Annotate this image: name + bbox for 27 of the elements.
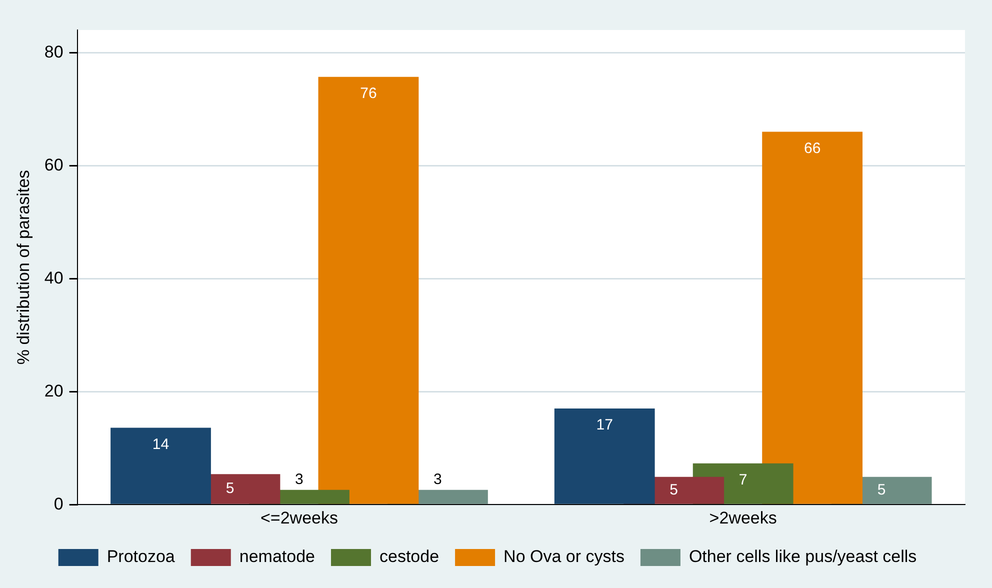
y-tick-label: 80: [44, 42, 64, 62]
y-tick-label: 40: [44, 268, 64, 288]
bar: [110, 428, 211, 504]
data-label: 5: [226, 480, 234, 498]
legend-label: nematode: [239, 547, 316, 566]
y-axis-title: % distribution of parasites: [14, 170, 33, 365]
x-tick-label: >2weeks: [709, 508, 777, 528]
data-label: 14: [152, 436, 170, 453]
data-label: 17: [596, 416, 613, 434]
bar: [762, 132, 863, 504]
bar: [318, 76, 419, 504]
x-tick-label: <=2weeks: [260, 508, 338, 528]
data-label: 3: [434, 471, 442, 488]
data-label: 76: [360, 85, 377, 102]
data-label: 3: [295, 471, 304, 488]
legend-label: Protozoa: [106, 547, 176, 566]
y-tick-label: 0: [54, 494, 64, 514]
legend-label: cestode: [380, 547, 440, 566]
legend-label: No Ova or cysts: [504, 547, 624, 566]
y-tick-label: 20: [44, 381, 64, 400]
data-label: 5: [670, 482, 678, 499]
y-tick-label: 60: [44, 155, 64, 174]
data-label: 66: [804, 140, 821, 157]
data-label: 5: [877, 482, 886, 499]
bar: [554, 408, 655, 504]
legend-label: Other cells like pus/yeast cells: [688, 547, 917, 566]
data-label: 7: [738, 471, 748, 488]
